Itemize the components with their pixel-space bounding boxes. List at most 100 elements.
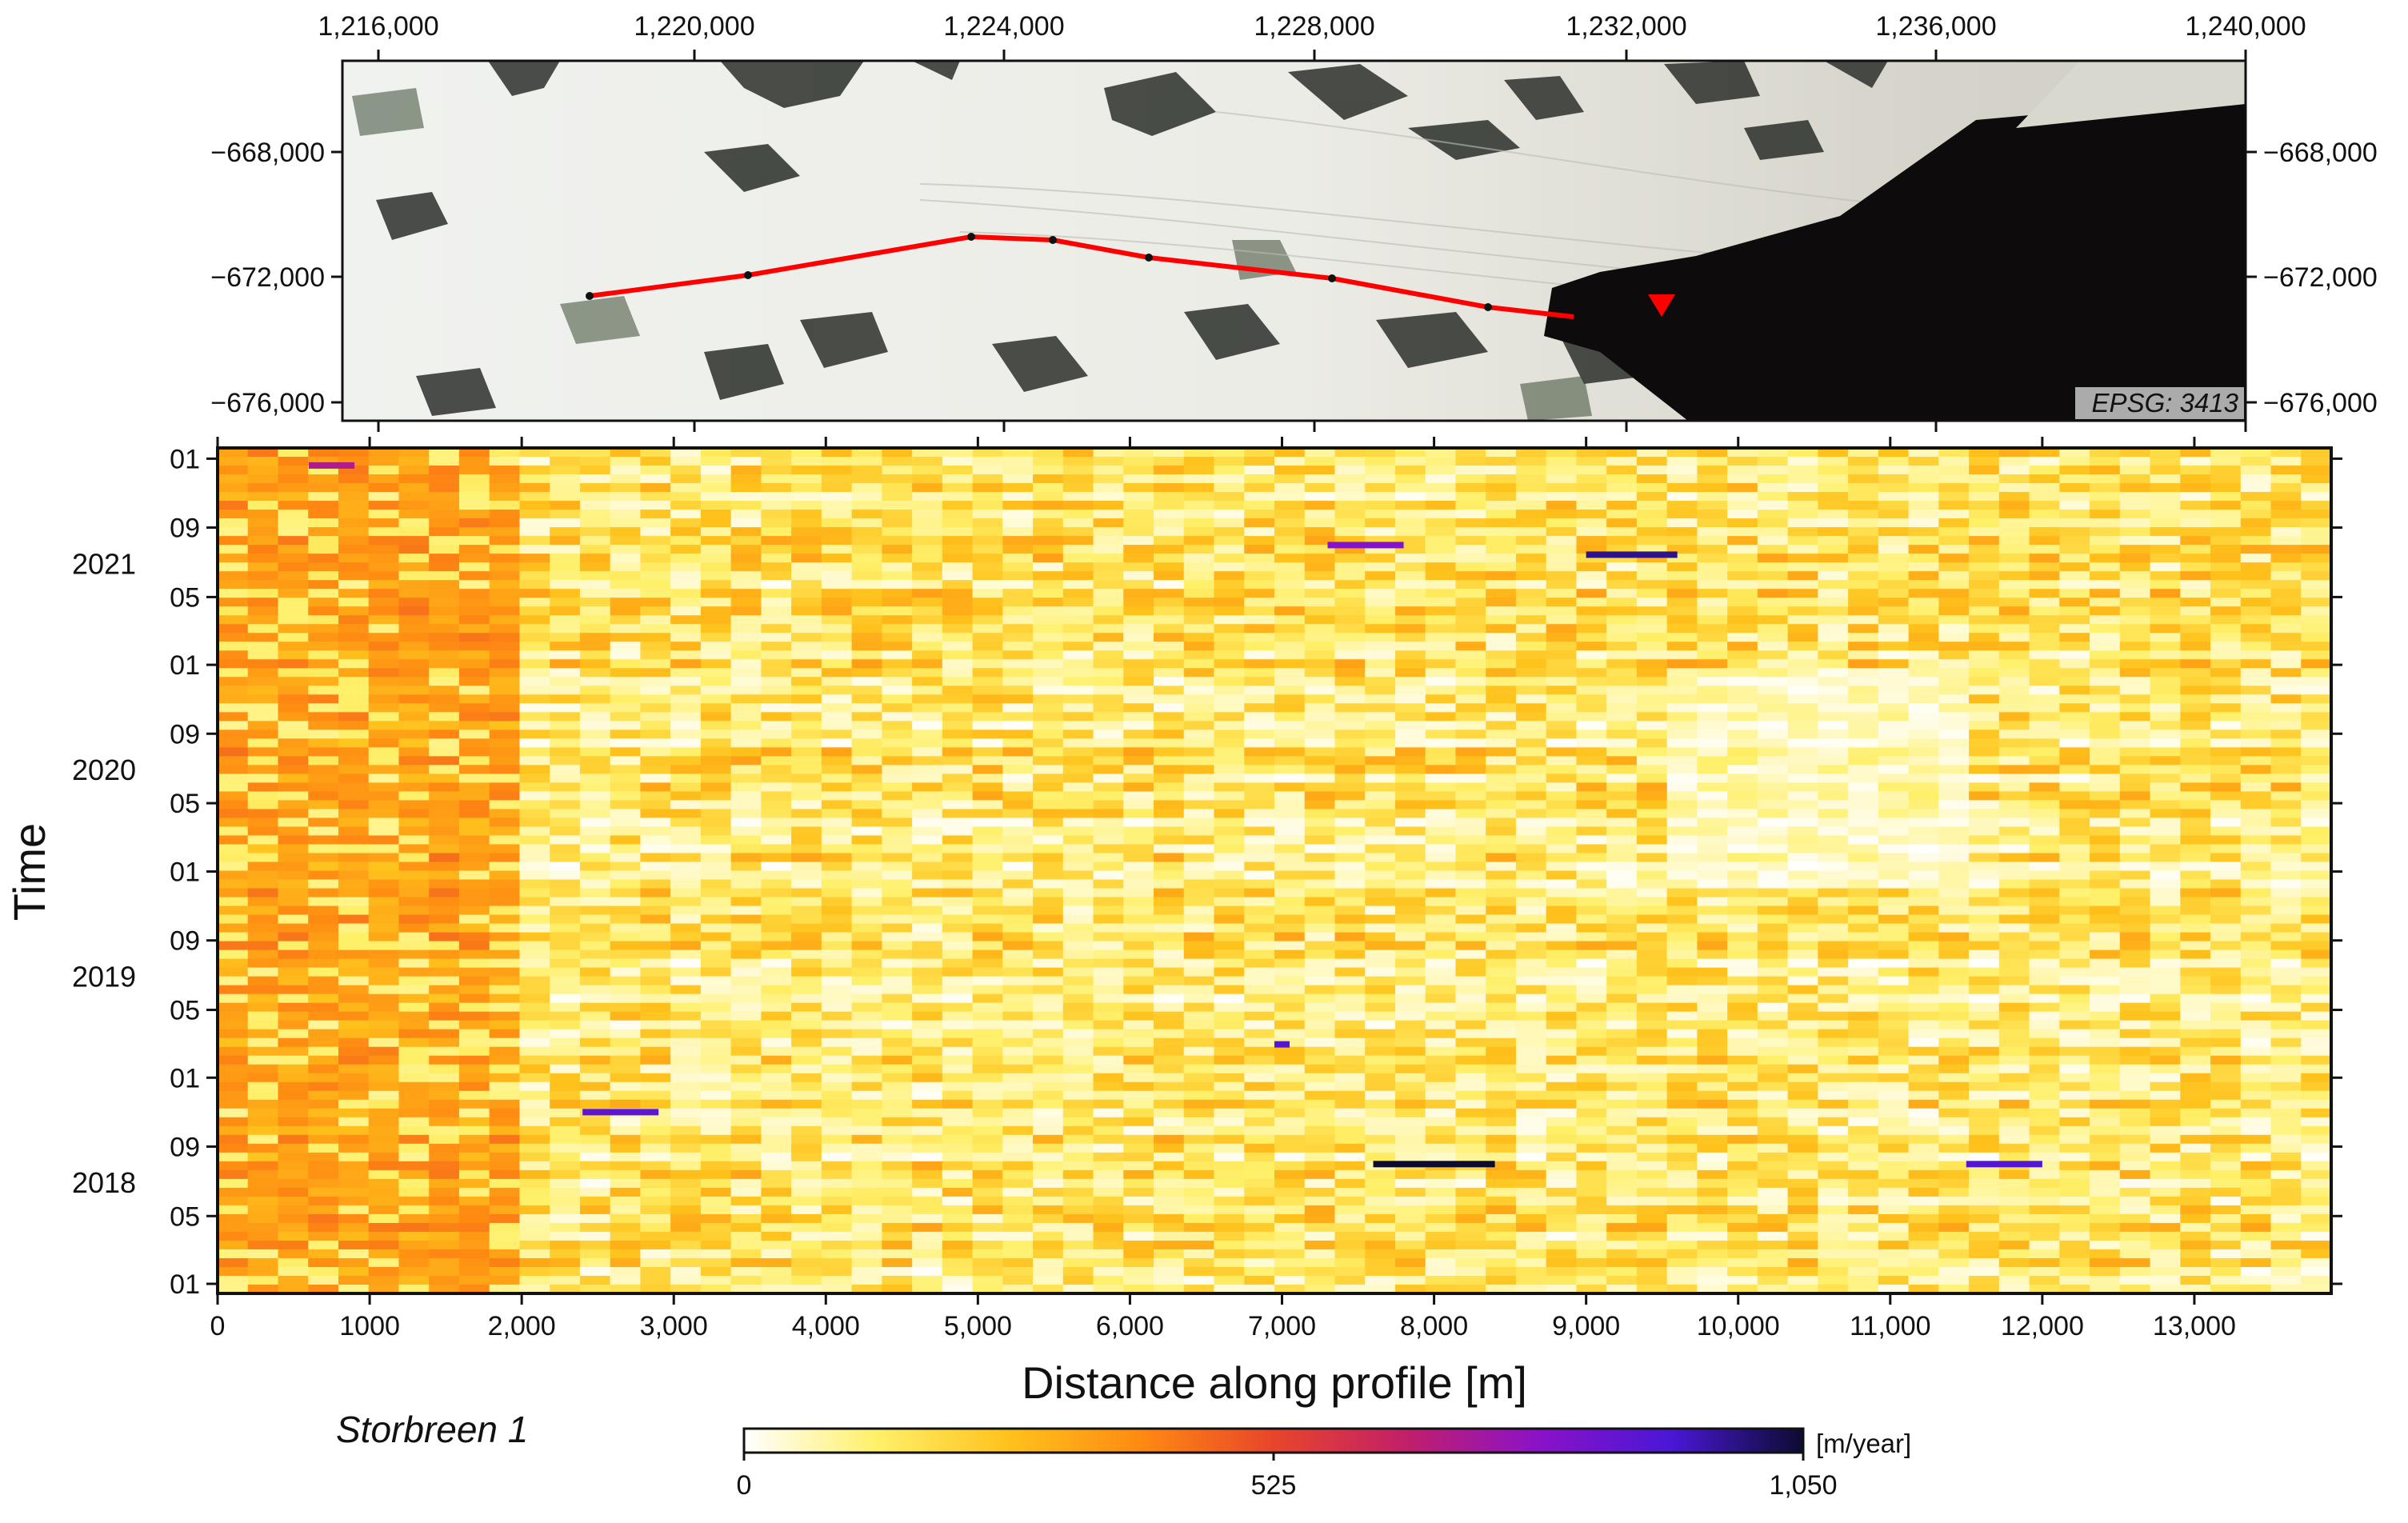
heatmap-cell: [489, 606, 521, 616]
heatmap-cell: [1666, 1046, 1698, 1057]
heatmap-cell: [882, 765, 913, 774]
heatmap-cell: [2210, 1029, 2242, 1039]
heatmap-cell: [2301, 756, 2332, 765]
heatmap-cell: [1183, 659, 1215, 669]
heatmap-cell: [308, 703, 339, 713]
heatmap-cell: [278, 712, 310, 722]
heatmap-cell: [278, 1046, 310, 1057]
heatmap-cell: [1214, 844, 1246, 854]
heatmap-cell: [2119, 536, 2151, 546]
heatmap-cell: [2150, 457, 2182, 466]
heatmap-cell: [700, 589, 732, 598]
heatmap-cell: [2301, 932, 2332, 942]
heatmap-cell: [247, 668, 279, 678]
heatmap-cell: [1757, 527, 1789, 537]
heatmap-cell: [1546, 615, 1578, 625]
heatmap-cell: [550, 589, 581, 598]
heatmap-cell: [2301, 800, 2332, 810]
heatmap-cell: [2210, 580, 2242, 590]
heatmap-cell: [1787, 571, 1819, 581]
heatmap-cell: [972, 1020, 1004, 1030]
heatmap-cell: [2150, 888, 2182, 898]
heatmap-cell: [1757, 677, 1789, 686]
heatmap-cell: [2119, 571, 2151, 581]
heatmap-cell: [1334, 510, 1366, 519]
heatmap-cell: [1818, 580, 1849, 590]
heatmap-cell: [1818, 905, 1849, 916]
heatmap-cell: [1154, 756, 1185, 765]
heatmap-cell: [1334, 932, 1366, 942]
heatmap-cell: [1636, 1020, 1668, 1030]
heatmap-cell: [1969, 765, 2000, 774]
heatmap-cell: [1757, 932, 1789, 942]
heatmap-cell: [2210, 861, 2242, 872]
map-y-tick-label-right: −676,000: [2263, 388, 2378, 418]
heatmap-cell: [2059, 1037, 2090, 1048]
heatmap-cell: [2119, 562, 2151, 572]
heatmap-cell: [1154, 958, 1185, 969]
heatmap-cell: [550, 826, 581, 837]
heatmap-cell: [1787, 791, 1819, 801]
heatmap-cell: [640, 738, 671, 748]
heatmap-cell: [1727, 650, 1758, 660]
heatmap-cell: [1546, 747, 1578, 757]
heatmap-cell: [398, 941, 430, 951]
heatmap-cell: [730, 615, 762, 625]
heatmap-cell: [2301, 659, 2332, 669]
heatmap-cell: [1666, 932, 1698, 942]
heatmap-cell: [308, 1029, 339, 1039]
heatmap-cell: [1455, 1055, 1486, 1065]
heatmap-cell: [1214, 976, 1246, 986]
heatmap-cell: [1818, 730, 1849, 739]
heatmap-cell: [1636, 598, 1668, 607]
heatmap-cell: [2150, 817, 2182, 828]
heatmap-cell: [1033, 905, 1064, 916]
heatmap-cell: [278, 668, 310, 678]
heatmap-cell: [640, 1046, 671, 1057]
heatmap-cell: [1606, 949, 1638, 960]
heatmap-cell: [1304, 703, 1336, 713]
heatmap-cell: [821, 765, 853, 774]
heatmap-cell: [2059, 677, 2090, 686]
heatmap-cell: [1969, 747, 2000, 757]
heatmap-cell: [1394, 870, 1426, 881]
heatmap-cell: [2301, 1011, 2332, 1021]
heatmap-cell: [2090, 501, 2121, 510]
heatmap-cell: [1757, 545, 1789, 554]
heatmap-cell: [791, 949, 822, 960]
heatmap-cell: [1486, 668, 1517, 678]
heatmap-cell: [1123, 474, 1154, 484]
heatmap-cell: [1515, 457, 1547, 466]
heatmap-cell: [1033, 1037, 1064, 1048]
heatmap-cell: [458, 686, 490, 695]
heatmap-cell: [1606, 1055, 1638, 1065]
heatmap-cell: [1154, 861, 1185, 872]
heatmap-cell: [398, 1011, 430, 1021]
heatmap-cell: [338, 738, 370, 748]
heatmap-cell: [2210, 571, 2242, 581]
heatmap-cell: [1757, 1046, 1789, 1057]
heatmap-cell: [1969, 853, 2000, 863]
heatmap-cell: [1365, 677, 1396, 686]
heatmap-cell: [1576, 1020, 1607, 1030]
heatmap-cell: [1636, 580, 1668, 590]
heatmap-cell: [791, 914, 822, 925]
heatmap-cell: [2180, 967, 2211, 977]
heatmap-cell: [1486, 545, 1517, 554]
heatmap-cell: [851, 457, 883, 466]
heatmap-cell: [1486, 967, 1517, 977]
heatmap-cell: [1486, 993, 1517, 1004]
heatmap-cell: [2240, 782, 2272, 793]
heatmap-cell: [1486, 914, 1517, 925]
heatmap-cell: [1002, 545, 1034, 554]
heatmap-cell: [1636, 545, 1668, 554]
heatmap-cell: [2029, 527, 2061, 537]
heatmap-cell: [821, 606, 853, 616]
heatmap-cell: [1878, 923, 1910, 933]
heatmap-cell: [1636, 474, 1668, 484]
heatmap-cell: [218, 914, 249, 925]
heatmap-cell: [338, 949, 370, 960]
heatmap-cell: [761, 791, 792, 801]
heatmap-cell: [610, 861, 642, 872]
heatmap-cell: [1304, 545, 1336, 554]
